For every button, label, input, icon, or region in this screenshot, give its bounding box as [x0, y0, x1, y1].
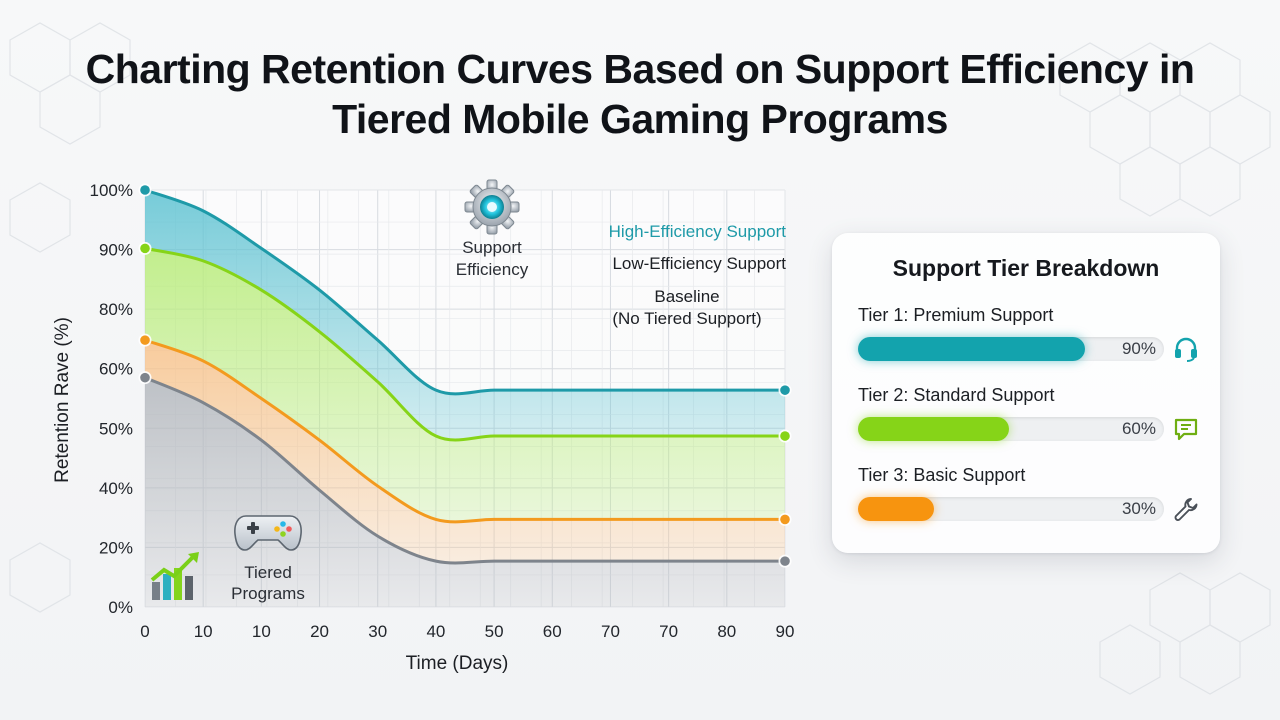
- gear-icon: [464, 179, 520, 235]
- series-point: [140, 185, 150, 195]
- y-tick-label: 50%: [99, 419, 133, 438]
- chart-title: Charting Retention Curves Based on Suppo…: [85, 46, 1195, 142]
- x-axis-ticks: 0 10 10 20 30 40 50 60 70 70 80 90: [140, 622, 794, 641]
- annotation-support-efficiency-line2: Efficiency: [456, 260, 529, 279]
- tier-2-fill: [858, 417, 1010, 441]
- x-axis-title: Time (Days): [406, 653, 509, 674]
- series-lines: [143, 188, 787, 565]
- tier-1-fill: [858, 337, 1085, 361]
- y-tick-label: 100%: [90, 181, 133, 200]
- y-tick-label: 20%: [99, 538, 133, 557]
- series-point: [780, 385, 790, 395]
- tier-2-track: 60%: [858, 417, 1164, 441]
- series-point: [780, 431, 790, 441]
- headset-icon: [1175, 337, 1197, 362]
- x-tick-label: 90: [776, 622, 795, 641]
- series-area: [145, 340, 785, 563]
- support-tier-panel: Support Tier Breakdown Tier 1: Premium S…: [832, 233, 1220, 553]
- x-tick-label: 70: [601, 622, 620, 641]
- annotation-support-efficiency-line1: Support: [462, 238, 522, 257]
- chat-icon: [1174, 418, 1198, 441]
- series-point: [140, 335, 150, 345]
- series-point: [780, 556, 790, 566]
- tier-3-row: Tier 3: Basic Support 30%: [858, 465, 1203, 535]
- series-endpoints: [138, 183, 792, 568]
- tier-3-label: Tier 3: Basic Support: [858, 465, 1026, 485]
- series-line: [143, 338, 787, 524]
- gamepad-icon: [234, 515, 302, 551]
- legend-low-efficiency: Low-Efficiency Support: [612, 254, 786, 273]
- series-line: [143, 246, 787, 442]
- y-tick-label: 90%: [99, 241, 133, 260]
- legend-baseline-note: (No Tiered Support): [612, 309, 761, 328]
- y-tick-label: 60%: [99, 360, 133, 379]
- x-tick-label: 20: [310, 622, 329, 641]
- tier-1-label: Tier 1: Premium Support: [858, 305, 1054, 325]
- y-tick-label: 80%: [99, 300, 133, 319]
- y-tick-label: 40%: [99, 479, 133, 498]
- series-line: [143, 376, 787, 565]
- tier-2-label: Tier 2: Standard Support: [858, 385, 1055, 405]
- wrench-icon: [1174, 498, 1198, 521]
- tier-3-fill: [858, 497, 934, 521]
- tier-2-percent: 60%: [1121, 419, 1156, 438]
- tier-2-row: Tier 2: Standard Support 60%: [858, 385, 1203, 455]
- y-axis-ticks: 100% 90% 80% 60% 50% 40% 20% 0%: [90, 181, 133, 617]
- series-line: [143, 188, 787, 396]
- tier-3-track: 30%: [858, 497, 1164, 521]
- series-area: [145, 377, 785, 607]
- series-point: [780, 514, 790, 525]
- y-axis-title: Retention Rave (%): [52, 317, 73, 483]
- legend: High-Efficiency Support Low-Efficiency S…: [609, 222, 787, 328]
- series-area: [145, 248, 785, 522]
- tier-3-percent: 30%: [1121, 499, 1156, 518]
- y-tick-label: 0%: [108, 598, 133, 617]
- x-tick-label: 60: [543, 622, 562, 641]
- x-tick-label: 10: [252, 622, 271, 641]
- tier-1-track: 90%: [858, 337, 1164, 361]
- tier-1-percent: 90%: [1121, 339, 1156, 358]
- legend-high-efficiency: High-Efficiency Support: [609, 222, 787, 241]
- x-tick-label: 0: [140, 622, 149, 641]
- series-point: [140, 243, 150, 254]
- series-point: [140, 372, 150, 383]
- panel-title: Support Tier Breakdown: [892, 255, 1160, 281]
- x-tick-label: 30: [368, 622, 387, 641]
- growth-chart-icon: [150, 552, 199, 600]
- annotation-tiered-programs-line2: Programs: [231, 584, 305, 603]
- x-tick-label: 50: [485, 622, 504, 641]
- x-tick-label: 80: [717, 622, 736, 641]
- legend-baseline: Baseline: [654, 287, 719, 306]
- tier-1-row: Tier 1: Premium Support 90%: [858, 305, 1203, 375]
- annotation-tiered-programs-line1: Tiered: [244, 563, 292, 582]
- x-tick-label: 40: [426, 622, 445, 641]
- x-tick-label: 70: [659, 622, 678, 641]
- x-tick-label: 10: [194, 622, 213, 641]
